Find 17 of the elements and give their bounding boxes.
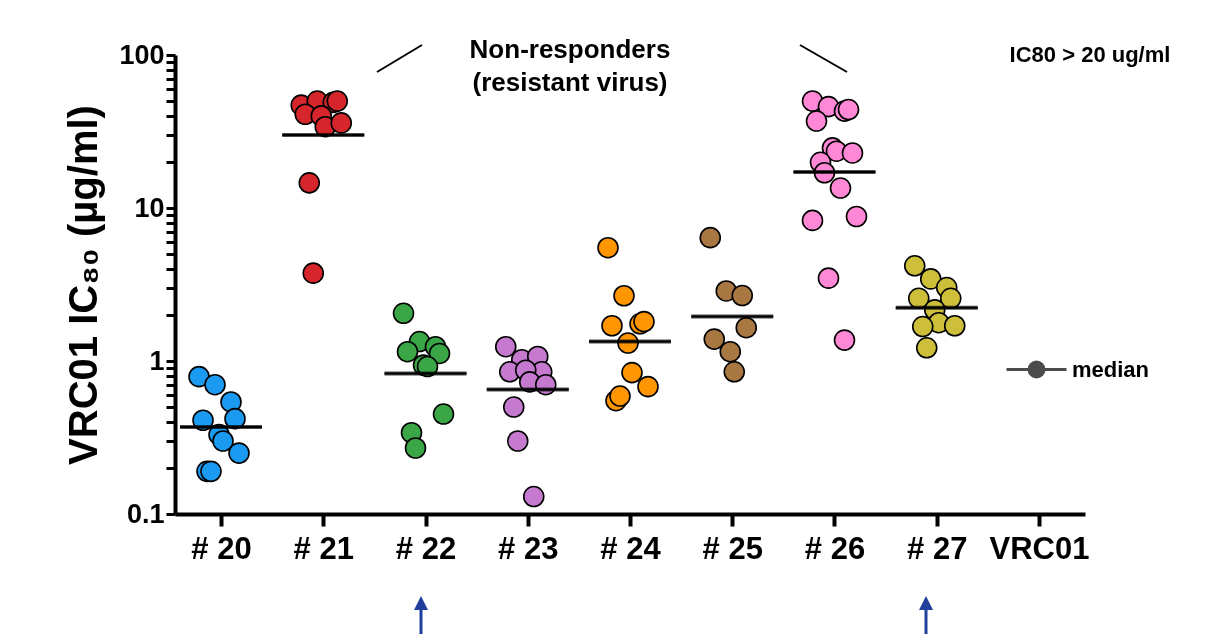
annotation: Non-responders (resistant virus) — [469, 34, 671, 97]
x-tick-label: # 27 — [907, 530, 968, 566]
y-tick-label: 10 — [134, 192, 165, 223]
y-tick-label: 100 — [119, 39, 165, 70]
x-tick-label: VRC01 — [989, 530, 1090, 566]
y-tick-label: 1 — [149, 345, 165, 376]
x-tick-label: # 20 — [191, 530, 252, 566]
y-tick-label: 0.1 — [126, 498, 165, 529]
x-tick-label: # 22 — [395, 530, 457, 566]
x-tick-label: # 21 — [293, 530, 354, 566]
x-tick-label: # 26 — [804, 530, 866, 566]
x-tick-label: # 24 — [600, 530, 662, 566]
legend-label: median — [1072, 356, 1150, 382]
x-tick-label: # 23 — [498, 530, 559, 566]
x-tick-label: # 25 — [702, 530, 763, 566]
y-axis-title: VRC01 IC₈₀ (µg/ml) — [61, 105, 106, 465]
annotation: IC80 > 20 ug/ml — [1009, 42, 1171, 67]
